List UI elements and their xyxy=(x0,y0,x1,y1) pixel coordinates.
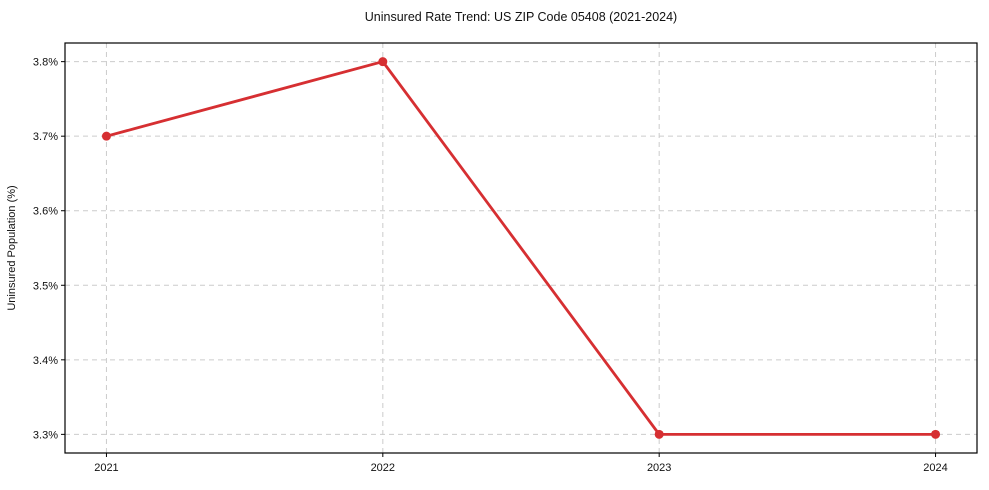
data-point xyxy=(654,429,664,439)
x-tick-label: 2021 xyxy=(94,462,118,474)
chart-title: Uninsured Rate Trend: US ZIP Code 05408 … xyxy=(365,10,677,24)
y-tick-label: 3.8% xyxy=(33,57,58,69)
x-tick-label: 2022 xyxy=(371,462,395,474)
data-point xyxy=(101,131,111,141)
y-tick-label: 3.3% xyxy=(33,429,58,441)
x-tick-label: 2024 xyxy=(923,462,947,474)
axis-tick-layer: 2021 2022 2023 2024 3.3% 3.4% 3.5% 3.6% 3.7% 3.8% xyxy=(33,57,948,474)
y-tick-label: 3.5% xyxy=(33,280,58,292)
trend-line xyxy=(105,60,937,436)
y-axis-label: Uninsured Population (%) xyxy=(6,185,18,310)
y-tick-label: 3.4% xyxy=(33,355,58,367)
series-layer xyxy=(101,57,941,439)
y-tick-label: 3.7% xyxy=(33,131,58,143)
x-tick-label: 2023 xyxy=(647,462,671,474)
data-point xyxy=(931,429,941,439)
plot-frame xyxy=(64,42,978,454)
data-point xyxy=(378,57,388,67)
y-tick-label: 3.6% xyxy=(33,206,58,218)
